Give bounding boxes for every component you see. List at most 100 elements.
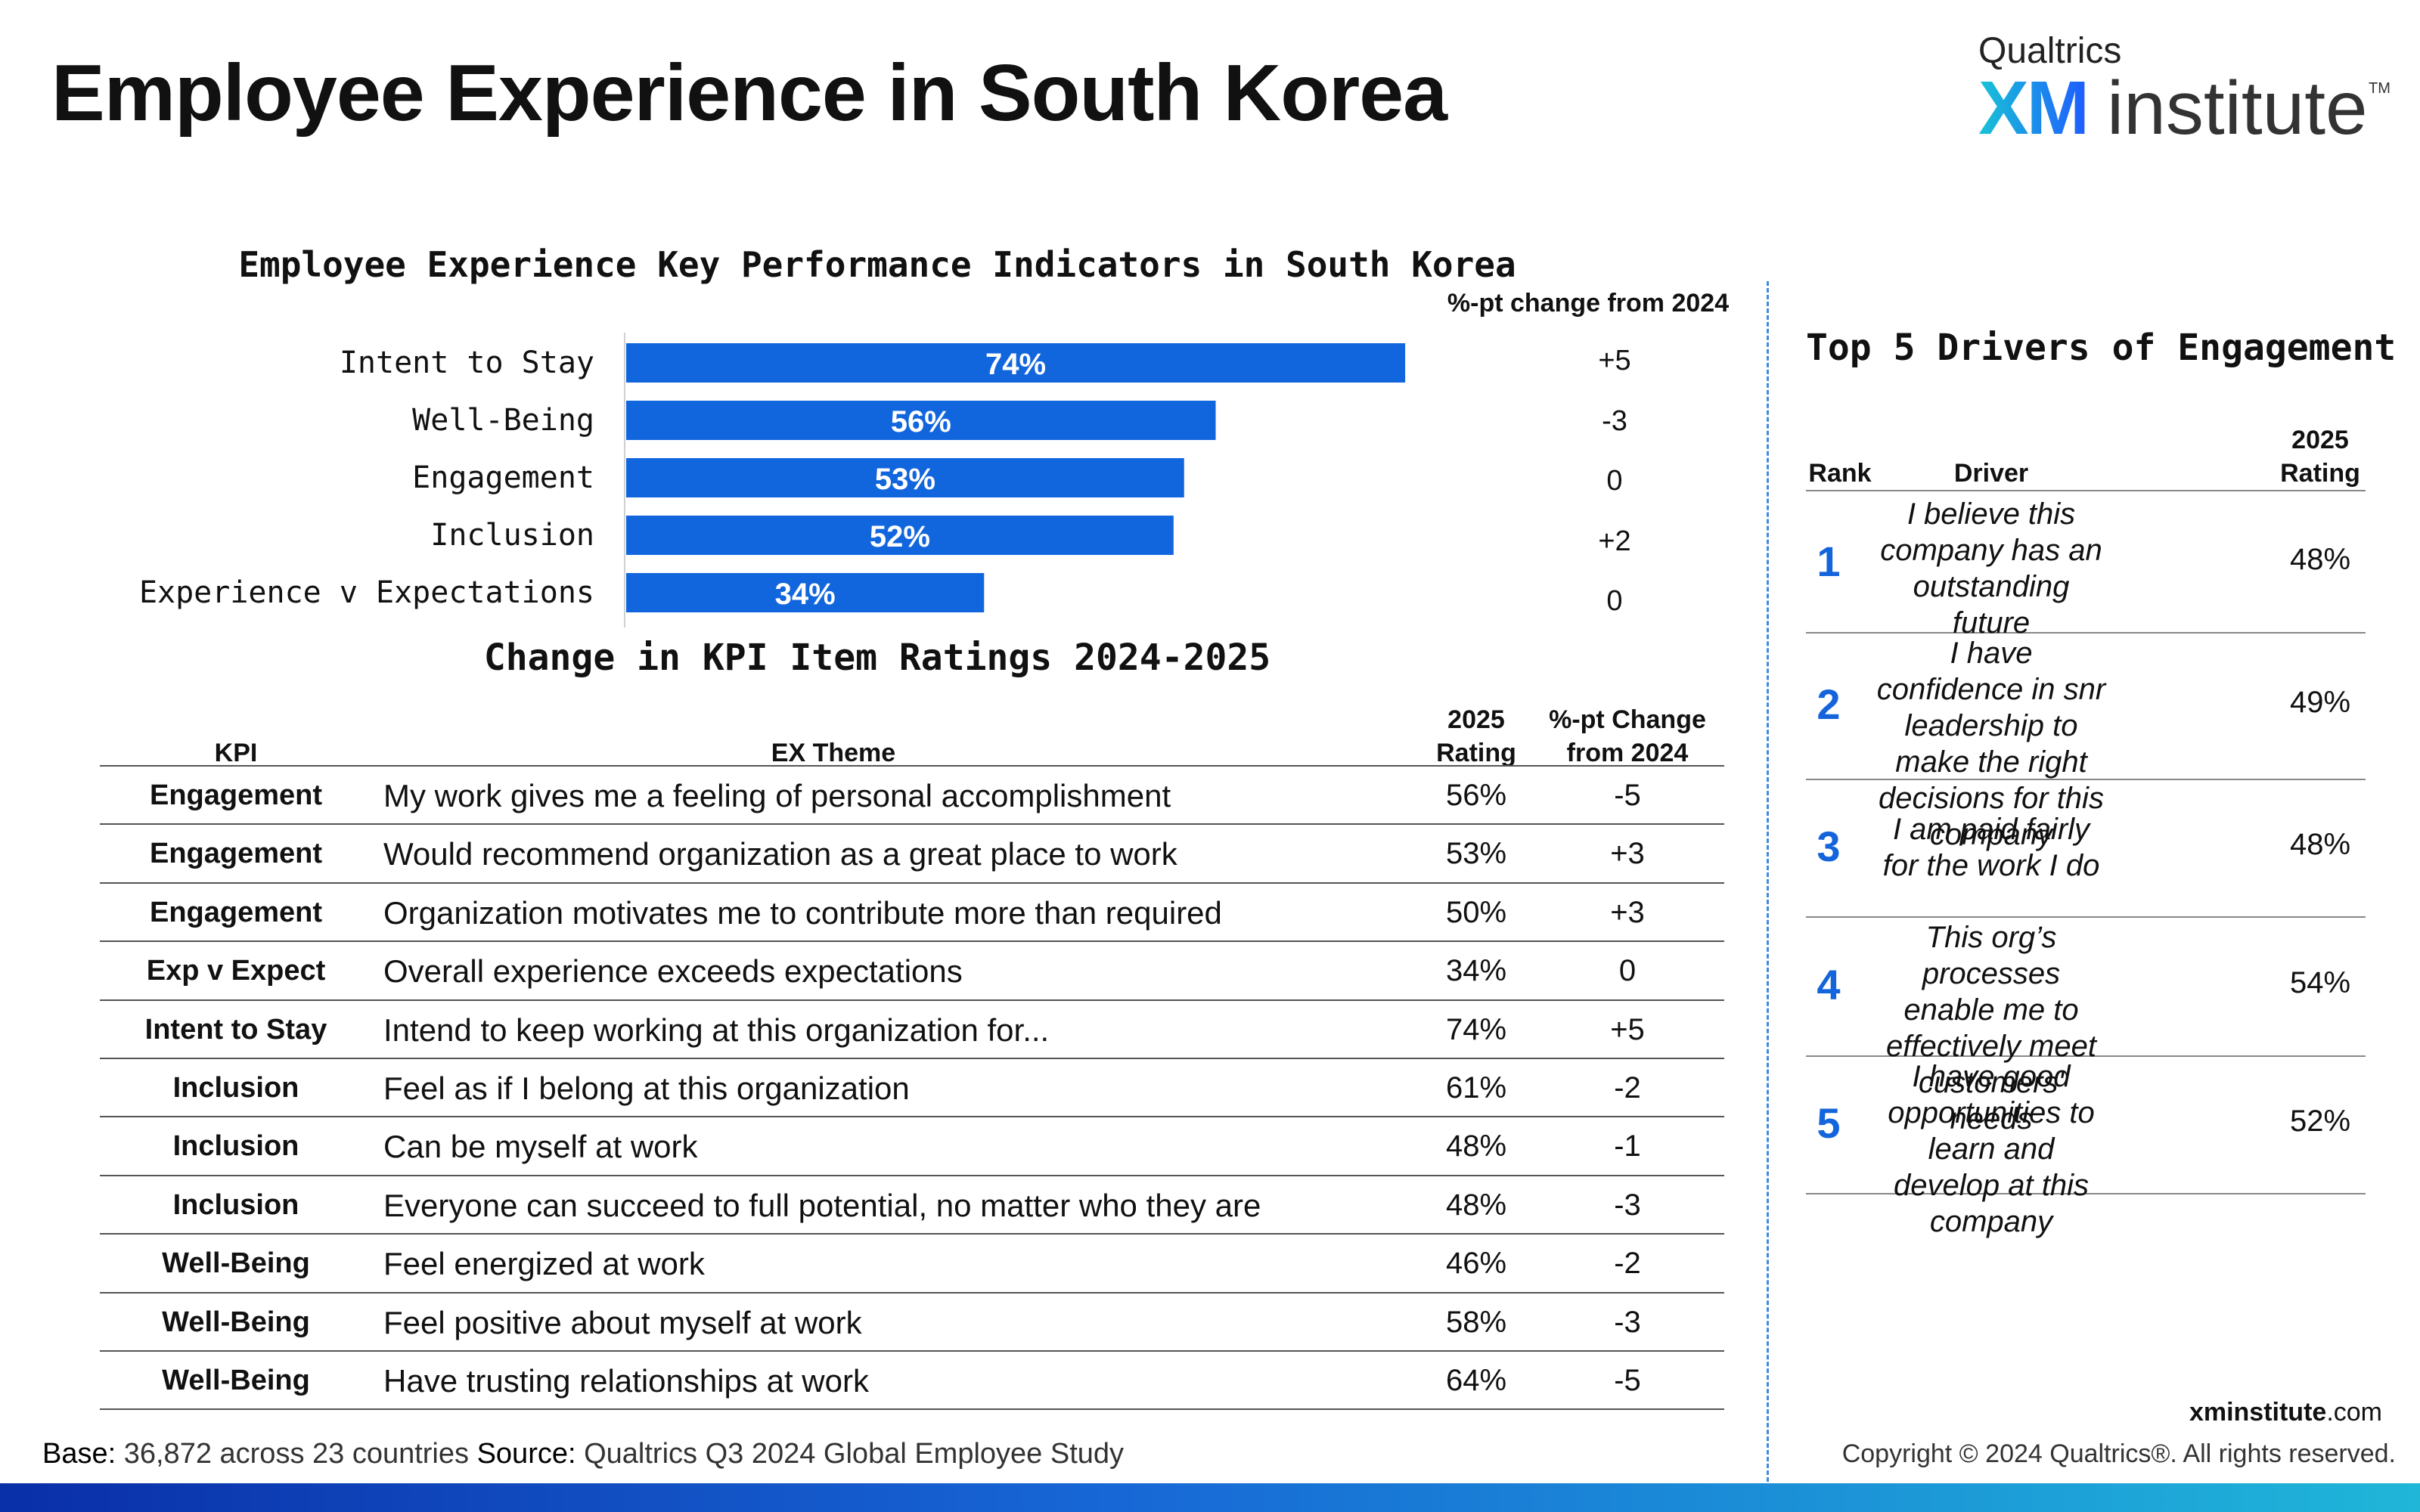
footer-base-source: Base: 36,872 across 23 countries Source:… <box>42 1435 1124 1473</box>
driver-row: 5 I have good opportunities to learn and … <box>1806 1055 2366 1238</box>
row-theme: Can be myself at work <box>383 1129 698 1165</box>
kpi-change-value: -3 <box>1602 404 1627 437</box>
logo-xm: XM <box>1978 66 2090 150</box>
table-row: Well-Being Feel energized at work 46% -2 <box>100 1233 1724 1293</box>
section-divider <box>1767 281 1769 1482</box>
table-bottom-rule <box>100 1408 1724 1411</box>
row-theme: Would recommend organization as a great … <box>383 836 1177 872</box>
bar-category-label: Engagement <box>412 460 594 495</box>
bar-value-label: 53% <box>875 463 935 496</box>
row-rating: 48% <box>1445 1188 1507 1222</box>
row-kpi: Intent to Stay <box>144 1013 327 1046</box>
row-change: -3 <box>1614 1188 1641 1222</box>
row-kpi: Inclusion <box>172 1188 299 1221</box>
row-theme: Feel energized at work <box>383 1246 705 1282</box>
table-row: Exp v Expect Overall experience exceeds e… <box>100 940 1724 1000</box>
table-row: Engagement Would recommend organization a… <box>100 823 1724 883</box>
kpi-chart-title: Employee Experience Key Performance Indi… <box>238 244 1516 285</box>
row-kpi: Inclusion <box>172 1072 299 1104</box>
footer-site[interactable]: xminstitute.com <box>2042 1396 2382 1429</box>
bar-well-being <box>626 401 1216 440</box>
table-row: Inclusion Can be myself at work 48% -1 <box>100 1116 1724 1176</box>
kpi-change-value: 0 <box>1606 585 1623 617</box>
driver-rating: 49% <box>2289 686 2351 719</box>
row-kpi: Inclusion <box>172 1130 299 1163</box>
bar-intent-to-stay <box>626 343 1406 383</box>
row-kpi: Well-Being <box>162 1306 310 1338</box>
driver-rank: 4 <box>1817 961 1841 1009</box>
bar-value-label: 74% <box>985 348 1046 381</box>
header-rank: Rank <box>1808 459 1872 488</box>
driver-rating: 52% <box>2289 1105 2351 1138</box>
kpi-table-title: Change in KPI Item Ratings 2024-2025 <box>483 637 1271 679</box>
row-rating: 64% <box>1445 1364 1507 1397</box>
row-change: +3 <box>1610 837 1645 871</box>
row-change: 0 <box>1618 954 1637 988</box>
bar-category-label: Experience v Expectations <box>139 575 594 610</box>
row-theme: Intend to keep working at this organizat… <box>383 1012 1050 1048</box>
row-rating: 53% <box>1445 837 1507 871</box>
bar-category-label: Well-Being <box>412 403 594 438</box>
change-column-header: %-pt change from 2024 <box>1447 289 1730 318</box>
driver-text: I have good opportunities to learn and d… <box>1888 1060 2095 1238</box>
header-change-line1: %-pt Change <box>1549 705 1706 734</box>
site-rest: .com <box>2326 1398 2382 1427</box>
row-theme: My work gives me a feeling of personal a… <box>383 778 1171 813</box>
row-kpi: Engagement <box>149 779 323 811</box>
header-rating-line2: Rating <box>1436 739 1516 767</box>
row-kpi: Engagement <box>149 896 323 928</box>
driver-text: I believe this company has an outstandin… <box>1880 497 2102 640</box>
row-change: -2 <box>1614 1071 1641 1105</box>
row-theme: Organization motivates me to contribute … <box>383 894 1222 931</box>
logo-institute: institute <box>2107 66 2368 150</box>
bar-engagement <box>626 458 1184 497</box>
row-change: +5 <box>1610 1012 1645 1046</box>
table-row: Engagement My work gives me a feeling of … <box>100 765 1724 825</box>
bar-category-label: Inclusion <box>430 518 594 553</box>
driver-text: I am paid fairly for the work I do <box>1882 813 2100 882</box>
row-change: -1 <box>1614 1129 1641 1163</box>
row-kpi: Exp v Expect <box>146 955 326 987</box>
table-row: Inclusion Feel as if I belong at this org… <box>100 1058 1724 1117</box>
driver-rating: 48% <box>2289 543 2351 576</box>
drivers-title: Top 5 Drivers of Engagement <box>1806 327 2397 369</box>
row-kpi: Engagement <box>149 838 323 870</box>
row-theme: Have trusting relationships at work <box>383 1363 869 1399</box>
driver-rank: 1 <box>1817 538 1841 585</box>
site-bold: xminstitute <box>2189 1398 2327 1427</box>
kpi-change-value: +2 <box>1598 525 1631 557</box>
header-rating-line1: 2025 <box>1447 705 1505 734</box>
header-change-line2: from 2024 <box>1566 739 1689 767</box>
page-title: Employee Experience in South Korea <box>51 48 1447 138</box>
row-theme: Feel positive about myself at work <box>383 1304 862 1340</box>
driver-rating: 54% <box>2289 966 2351 999</box>
row-theme: Everyone can succeed to full potential, … <box>383 1187 1261 1223</box>
kpi-bar-chart: Intent to Stay 74% Well-Being 56% Engagement… <box>139 333 1406 627</box>
row-rating: 74% <box>1445 1012 1507 1046</box>
header-driver-rating-line2: Rating <box>2280 459 2360 488</box>
bottom-band <box>0 1483 2420 1512</box>
driver-rating: 48% <box>2289 828 2351 861</box>
driver-row: 2 I have confidence in snr leadership to … <box>1806 632 2366 851</box>
table-row: Inclusion Everyone can succeed to full po… <box>100 1174 1724 1235</box>
driver-rank: 2 <box>1817 680 1841 728</box>
header-driver-rating-line1: 2025 <box>2291 426 2349 454</box>
row-rating: 58% <box>1445 1305 1507 1339</box>
row-kpi: Well-Being <box>162 1365 310 1396</box>
row-rating: 61% <box>1445 1071 1507 1105</box>
row-change: -5 <box>1614 779 1641 812</box>
driver-text: I have confidence in snr leadership to m… <box>1876 637 2106 851</box>
driver-row: 1 I believe this company has an outstandi… <box>1806 493 2366 640</box>
source-text: Qualtrics Q3 2024 Global Employee Study <box>584 1438 1125 1470</box>
row-theme: Overall experience exceeds expectations <box>383 953 963 990</box>
drivers-header-rule <box>1806 490 2366 491</box>
bar-value-label: 34% <box>775 578 836 611</box>
bar-value-label: 52% <box>870 520 930 553</box>
row-theme: Feel as if I belong at this organization <box>383 1070 910 1106</box>
row-rating: 56% <box>1445 779 1507 812</box>
table-row: Engagement Organization motivates me to c… <box>100 881 1724 942</box>
row-change: -5 <box>1614 1364 1641 1397</box>
header-driver: Driver <box>1953 459 2029 488</box>
header-kpi: KPI <box>214 739 258 767</box>
bar-category-label: Intent to Stay <box>340 345 594 380</box>
